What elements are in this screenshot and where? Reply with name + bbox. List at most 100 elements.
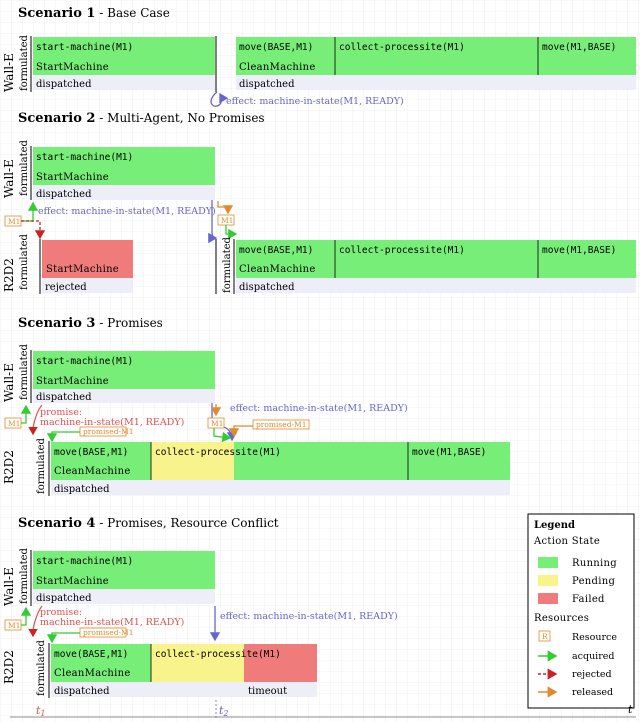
formulated-label: formulated <box>36 437 47 494</box>
action-start-machine-label: start-machine(M1) <box>36 152 133 163</box>
released-arrow <box>228 425 253 438</box>
action-start-machine-type: StartMachine <box>36 172 109 183</box>
legend-resource-swatch <box>538 630 551 642</box>
promise-arrow <box>28 404 43 436</box>
promise-text: machine-in-state(M1, READY) <box>40 417 184 428</box>
legend-resource: Resource <box>572 632 617 643</box>
resource-tag-label: M1 <box>211 419 223 428</box>
status-bar <box>42 278 133 293</box>
action-start-machine <box>33 37 215 75</box>
resource-tag-label: M1 <box>8 621 20 630</box>
effect-label: effect: machine-in-state(M1, READY) <box>226 96 404 107</box>
formulated-label: formulated <box>36 639 47 696</box>
status-label: dispatched <box>36 79 92 90</box>
legend-resources: Resources <box>534 613 589 624</box>
scenario-3: Scenario 3 - Promises Wall-E formulated … <box>2 316 510 496</box>
action-start-machine-type: StartMachine <box>36 62 109 73</box>
action-collect: collect-processite(M1) <box>155 447 281 458</box>
action-start-machine-failed <box>42 240 133 278</box>
action-move-base-m1: move(BASE,M1) <box>54 649 128 660</box>
legend: Legend Action State Running Pending Fail… <box>527 513 635 709</box>
effect-label: effect: machine-in-state(M1, READY) <box>220 611 398 622</box>
legend-pending-swatch <box>538 575 558 586</box>
scenario-2: Scenario 2 - Multi-Agent, No Promises Wa… <box>2 111 636 294</box>
agent-label-walle: Wall-E <box>2 159 16 198</box>
scenario-4: Scenario 4 - Promises, Resource Conflict… <box>2 516 398 698</box>
status-bar <box>51 682 317 697</box>
t1-label: t1 <box>36 704 46 718</box>
status-bar <box>236 75 636 90</box>
legend-failed: Failed <box>572 594 605 605</box>
status-bar <box>33 185 215 200</box>
scenario-1: Scenario 1 - Base Case Wall-E formulated… <box>2 6 636 107</box>
agent-label-r2d2: R2D2 <box>2 650 16 684</box>
agent-label-r2d2: R2D2 <box>2 258 16 292</box>
promise-text: machine-in-state(M1, READY) <box>40 617 184 628</box>
action-move-base-m1-bar <box>51 644 151 682</box>
effect-label: effect: machine-in-state(M1, READY) <box>230 403 408 414</box>
action-start-machine-type: StartMachine <box>36 576 109 587</box>
action-move-m1-base: move(M1,BASE) <box>542 245 616 256</box>
promised-tag <box>252 419 310 430</box>
action-move-base-m1: move(BASE,M1) <box>239 245 313 256</box>
promise-label: promise: <box>40 607 82 618</box>
formulated-label: formulated <box>19 34 30 91</box>
status-label: dispatched <box>54 686 110 697</box>
agent-label-walle: Wall-E <box>2 567 16 606</box>
action-collect-pending <box>151 442 234 480</box>
action-collect-pending <box>151 644 244 682</box>
action-clean-machine-type: CleanMachine <box>54 466 131 477</box>
status-label: dispatched <box>239 79 295 90</box>
status-bar <box>33 389 215 403</box>
acquired-arrow <box>225 225 238 240</box>
status-bar <box>51 480 510 495</box>
scenario-3-title: Scenario 3 - Promises <box>18 316 163 331</box>
action-collect: collect-processite(M1) <box>339 245 465 256</box>
resource-tag <box>207 417 225 429</box>
action-clean-machine <box>236 240 636 278</box>
legend-released: released <box>572 687 613 698</box>
status-bar <box>236 278 636 293</box>
action-collect-failed <box>244 644 317 682</box>
action-clean-machine <box>236 37 636 75</box>
status-label: dispatched <box>54 484 110 495</box>
promise-arrow <box>28 605 43 638</box>
legend-running: Running <box>572 558 617 569</box>
action-start-machine <box>33 147 215 185</box>
legend-box <box>527 513 635 709</box>
action-clean-machine-type: CleanMachine <box>239 62 316 73</box>
action-move-base-m1-bar <box>51 442 151 480</box>
promised-tag-label: promised-M1 <box>83 628 134 637</box>
action-start-machine-type: StartMachine <box>46 264 119 275</box>
resource-tag-label: M1 <box>221 216 233 225</box>
action-start-machine <box>33 351 215 389</box>
legend-rejected: rejected <box>572 669 612 680</box>
legend-action-state: Action State <box>533 536 600 547</box>
action-collect-running <box>234 442 510 480</box>
agent-label-walle: Wall-E <box>2 363 16 402</box>
rejected-arrow <box>21 220 46 240</box>
action-start-machine <box>33 551 215 589</box>
effect-arrow <box>208 200 218 244</box>
agent-label-walle: Wall-E <box>2 53 16 92</box>
action-start-machine-label: start-machine(M1) <box>36 356 133 367</box>
legend-failed-swatch <box>538 593 558 604</box>
action-clean-machine-type: CleanMachine <box>239 264 316 275</box>
scenario-2-title: Scenario 2 - Multi-Agent, No Promises <box>18 111 265 126</box>
legend-pending: Pending <box>572 576 615 587</box>
status-label: dispatched <box>36 189 92 200</box>
promised-tag-label: promised-M1 <box>83 427 134 436</box>
time-axis: t1 t2 t <box>10 700 636 720</box>
acquired-arrow <box>46 632 80 644</box>
action-collect: collect-processite(M1) <box>155 649 281 660</box>
status-label: dispatched <box>36 593 92 604</box>
action-start-machine-type: StartMachine <box>36 376 109 387</box>
action-start-machine-label: start-machine(M1) <box>36 556 133 567</box>
promise-label: promise: <box>40 407 82 418</box>
acquired-arrow <box>20 606 32 626</box>
promised-tag-label: promised-M1 <box>256 420 307 429</box>
resource-tag-label: M1 <box>8 419 20 428</box>
scenario-1-title: Scenario 1 - Base Case <box>18 6 170 21</box>
legend-resource-tag: R <box>542 632 548 641</box>
